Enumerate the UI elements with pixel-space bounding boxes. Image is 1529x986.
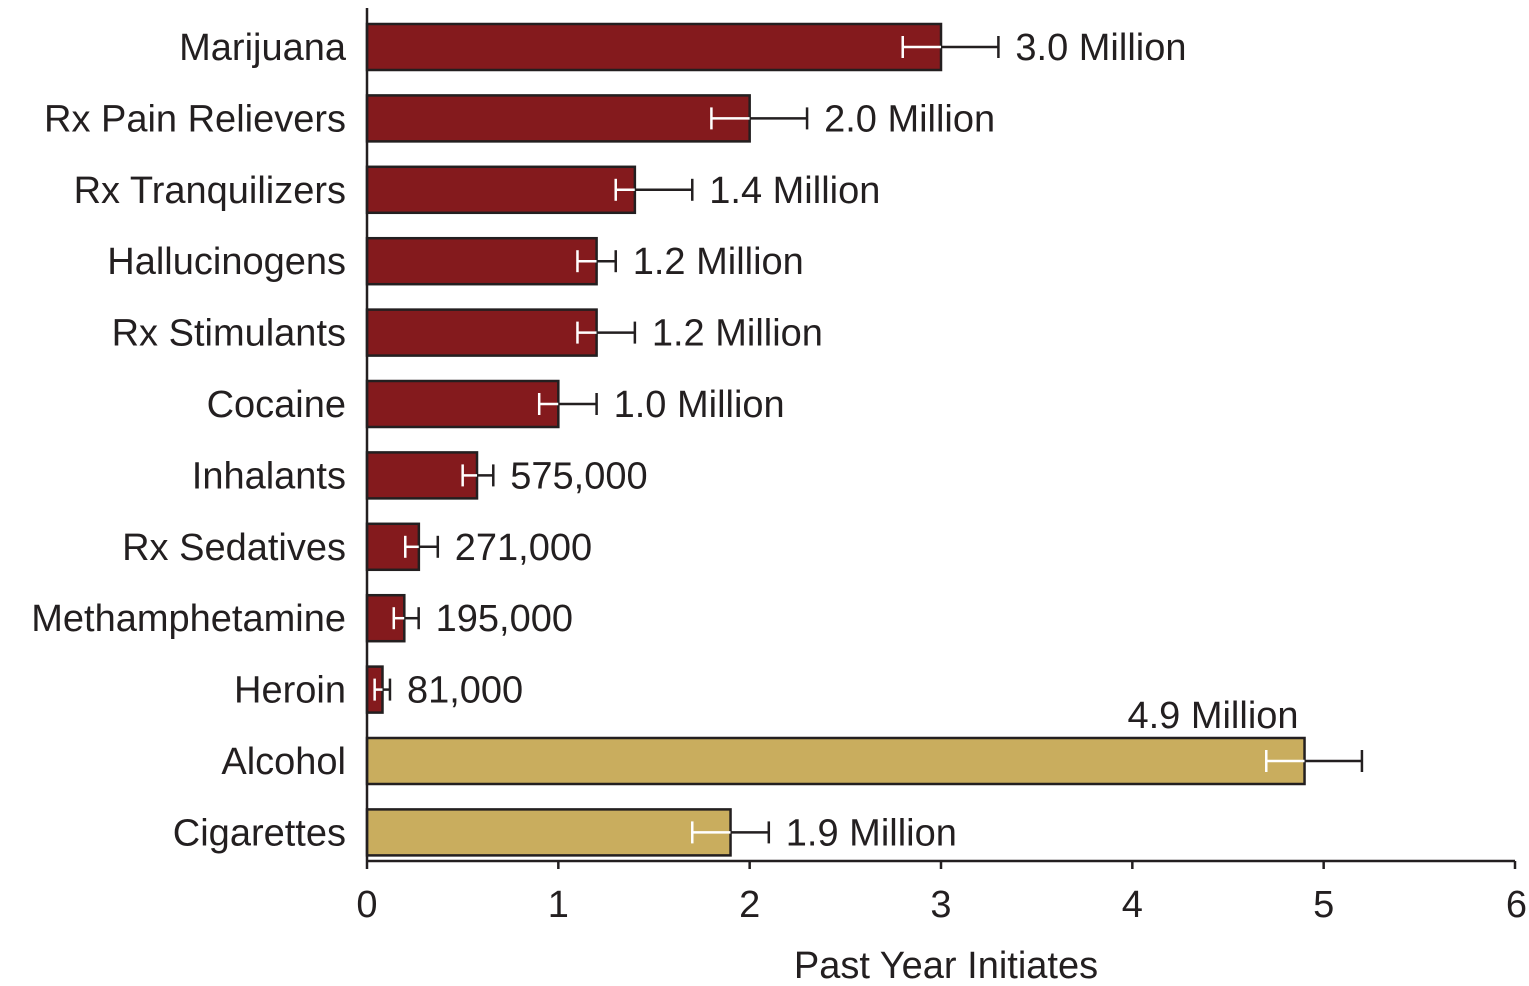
category-label-hallucinogens: Hallucinogens xyxy=(107,241,346,283)
category-label-heroin: Heroin xyxy=(234,670,346,712)
value-label-rx-tranquilizers: 1.4 Million xyxy=(709,170,880,212)
x-tick-label-4: 4 xyxy=(1122,884,1143,926)
error-bar-methamphetamine xyxy=(392,607,420,630)
bar-alcohol xyxy=(365,736,1306,786)
value-label-methamphetamine: 195,000 xyxy=(436,598,573,640)
x-tick-label-5: 5 xyxy=(1313,884,1334,926)
category-label-cigarettes: Cigarettes xyxy=(173,812,346,854)
bar-marijuana xyxy=(365,22,943,72)
category-label-rx-stimulants: Rx Stimulants xyxy=(112,313,346,355)
value-label-alcohol: 4.9 Million xyxy=(1127,695,1298,737)
value-label-cocaine: 1.0 Million xyxy=(614,384,785,426)
bar-rx-pain-relievers xyxy=(365,94,751,143)
x-tick-label-6: 6 xyxy=(1506,884,1527,926)
error-bar-heroin xyxy=(373,678,392,701)
value-label-marijuana: 3.0 Million xyxy=(1015,27,1186,69)
category-label-rx-tranquilizers: Rx Tranquilizers xyxy=(74,170,346,212)
value-label-cigarettes: 1.9 Million xyxy=(786,812,957,854)
bar-rx-tranquilizers xyxy=(365,165,637,215)
bar-inhalants xyxy=(365,451,479,500)
value-label-inhalants: 575,000 xyxy=(510,455,647,497)
x-tick-label-1: 1 xyxy=(548,884,569,926)
bars-layer: Marijuana 3.0 Million Rx Pain Relievers 2.0… xyxy=(31,22,1364,857)
error-bar-hallucinogens xyxy=(576,250,617,273)
bar-cocaine xyxy=(365,379,560,429)
value-label-rx-pain-relievers: 2.0 Million xyxy=(824,98,995,140)
category-label-cocaine: Cocaine xyxy=(207,384,346,426)
x-tick-label-2: 2 xyxy=(739,884,760,926)
bar-hallucinogens xyxy=(365,236,598,286)
category-label-rx-pain-relievers: Rx Pain Relievers xyxy=(44,98,346,140)
error-bar-rx-pain-relievers xyxy=(710,107,809,130)
error-bar-marijuana xyxy=(901,36,1000,58)
error-bar-inhalants xyxy=(461,464,495,487)
error-bar-alcohol xyxy=(1265,750,1364,772)
error-bar-rx-stimulants xyxy=(576,321,637,344)
x-tick-label-0: 0 xyxy=(356,884,377,926)
axis-layer: 0 1 2 3 4 5 6 xyxy=(356,8,1527,926)
x-axis-title: Past Year Initiates xyxy=(794,945,1098,986)
value-label-hallucinogens: 1.2 Million xyxy=(633,241,804,283)
value-label-rx-stimulants: 1.2 Million xyxy=(652,313,823,355)
error-bar-rx-tranquilizers xyxy=(614,178,694,201)
value-label-rx-sedatives: 271,000 xyxy=(455,527,592,569)
category-label-inhalants: Inhalants xyxy=(192,455,346,497)
category-label-rx-sedatives: Rx Sedatives xyxy=(122,527,346,569)
category-label-alcohol: Alcohol xyxy=(221,741,346,783)
error-bar-cocaine xyxy=(537,393,598,415)
error-bar-cigarettes xyxy=(691,821,771,844)
bar-cigarettes xyxy=(365,808,732,857)
value-label-heroin: 81,000 xyxy=(407,670,523,712)
category-label-methamphetamine: Methamphetamine xyxy=(31,598,346,640)
category-label-marijuana: Marijuana xyxy=(179,27,347,69)
x-tick-label-3: 3 xyxy=(930,884,951,926)
bar-rx-stimulants xyxy=(365,308,598,357)
error-bar-rx-sedatives xyxy=(404,535,440,558)
